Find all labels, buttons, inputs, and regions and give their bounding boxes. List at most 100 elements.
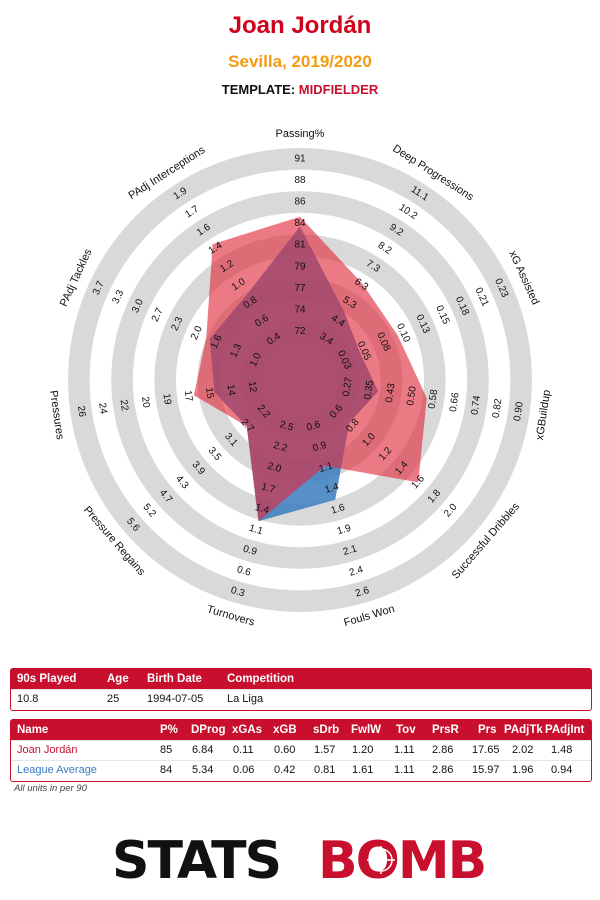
template-label: TEMPLATE: (221, 82, 296, 97)
stats-average-prs: 15.97 (472, 764, 500, 776)
stats-table: Name P% DProg xGAs xGB sDrb FwlW Tov Prs… (10, 719, 592, 782)
stats-average-xgb: 0.42 (274, 764, 296, 776)
info-90s-value: 10.8 (17, 693, 39, 705)
radar-tick-label: 2.0 (266, 461, 283, 476)
template-value: MIDFIELDER (298, 82, 379, 97)
stats-header-fwlw: FwlW (351, 724, 382, 736)
radar-tick-label: 1.1 (318, 461, 335, 476)
radar-tick-label: 2.3 (170, 315, 186, 333)
radar-tick-label: 19 (160, 393, 173, 406)
radar-tick-label: 1.7 (260, 481, 277, 496)
radar-tick-label: 1.9 (336, 523, 353, 538)
info-table-header: 90s Played Age Birth Date Competition (11, 669, 591, 689)
stats-row-average: League Average 84 5.34 0.06 0.42 0.81 1.… (11, 760, 591, 780)
stats-average-padjtk: 1.96 (512, 764, 534, 776)
info-header-age: Age (107, 673, 129, 685)
stats-player-padjint: 1.48 (551, 744, 573, 756)
radar-tick-label: 0.6 (305, 419, 322, 434)
radar-tick-label: 91 (294, 153, 306, 164)
radar-tick-label: 2.5 (278, 419, 295, 434)
stats-player-fwlw: 1.20 (352, 744, 374, 756)
stats-player-xgas: 0.11 (233, 744, 254, 756)
radar-tick-label: 0.82 (491, 398, 505, 419)
stats-average-sdrb: 0.81 (314, 764, 336, 776)
stats-table-header: Name P% DProg xGAs xGB sDrb FwlW Tov Prs… (11, 720, 591, 740)
stats-header-dprog: DProg (191, 724, 226, 736)
radar-tick-label: 1.6 (209, 333, 225, 351)
stats-average-dprog: 5.34 (192, 764, 214, 776)
stats-average-passing: 84 (160, 764, 173, 776)
radar-tick-label: 0.74 (469, 394, 483, 415)
stats-header-padjtk: PAdjTk (504, 724, 543, 736)
stats-average-prsr: 2.86 (432, 764, 454, 776)
stats-player-passing: 85 (160, 744, 173, 756)
logo-crosshair-icon (367, 846, 395, 874)
radar-tick-label: 77 (294, 283, 306, 294)
radar-tick-label: 2.7 (150, 306, 166, 324)
stats-header-sdrb: sDrb (313, 724, 340, 736)
stats-average-tov: 1.11 (394, 764, 415, 776)
stats-player-prs: 17.65 (472, 744, 500, 756)
stats-average-name: League Average (17, 764, 97, 776)
radar-tick-label: 0.58 (427, 388, 441, 409)
stats-header-name: Name (17, 724, 49, 736)
stats-header-xgb: xGB (273, 724, 297, 736)
radar-tick-label: 0.50 (405, 385, 419, 406)
radar-tick-label: 86 (294, 197, 306, 208)
radar-tick-label: 1.6 (330, 502, 347, 517)
radar-axis-label: Passing% (276, 128, 325, 140)
team-season-subtitle: Sevilla, 2019/2020 (228, 52, 372, 71)
radar-tick-label: 79 (294, 261, 306, 272)
stats-row-player: Joan Jordán 85 6.84 0.11 0.60 1.57 1.20 … (11, 740, 591, 760)
radar-tick-label: 0.9 (242, 544, 259, 559)
info-competition-value: La Liga (227, 693, 264, 705)
radar-tick-label: 2.6 (354, 585, 371, 600)
stats-header-prs: Prs (478, 724, 497, 736)
radar-tick-label: 0.3 (229, 585, 246, 600)
statsbomb-logo: STATS BOMB (112, 831, 487, 890)
stats-player-dprog: 6.84 (192, 744, 214, 756)
radar-tick-label: 26 (75, 405, 88, 418)
logo-text-bomb: BOMB (318, 831, 485, 890)
radar-tick-label: 0.90 (512, 401, 526, 422)
radar-tick-label: 81 (294, 240, 306, 251)
radar-tick-label: 74 (294, 305, 306, 316)
radar-tick-label: 3.3 (111, 288, 127, 306)
radar-tick-label: 24 (96, 402, 109, 415)
stats-header-prsr: PrsR (432, 724, 459, 736)
radar-tick-label: 2.0 (189, 324, 205, 342)
radar-tick-label: 84 (294, 218, 306, 229)
radar-tick-label: 0.66 (448, 391, 462, 412)
radar-tick-label: 1.3 (228, 342, 244, 360)
radar-tick-label: 0.43 (384, 382, 398, 403)
info-header-90s: 90s Played (17, 673, 77, 685)
player-name-title: Joan Jordán (228, 12, 372, 39)
info-table-row: 10.8 25 1994-07-05 La Liga (11, 689, 591, 709)
radar-tick-label: 72 (294, 326, 306, 337)
radar-tick-label: 1.0 (248, 351, 264, 369)
stats-average-xgas: 0.06 (233, 764, 255, 776)
info-birth-date-value: 1994-07-05 (147, 693, 204, 705)
stats-player-prsr: 2.86 (432, 744, 454, 756)
stats-player-sdrb: 1.57 (314, 744, 336, 756)
radar-tick-label: 22 (118, 399, 131, 412)
radar-tick-label: 1.1 (248, 523, 265, 538)
radar-tick-label: 3.7 (91, 279, 107, 297)
radar-tick-label: 15 (203, 387, 216, 400)
stats-header-tov: Tov (396, 724, 416, 736)
radar-axis-label: Pressures (47, 390, 66, 441)
units-footnote: All units in per 90 (14, 783, 87, 794)
radar-tick-label: 1.4 (254, 502, 271, 517)
info-header-competition: Competition (227, 673, 295, 685)
logo-text-stats: STATS (112, 831, 280, 890)
radar-tick-label: 1.4 (324, 481, 341, 496)
radar-tick-label: 0.35 (362, 379, 376, 400)
radar-tick-label: 2.2 (272, 440, 289, 455)
stats-average-padjint: 0.94 (551, 764, 573, 776)
radar-axis-label: Turnovers (205, 603, 256, 628)
radar-tick-label: 2.1 (342, 543, 359, 558)
stats-header-xgas: xGAs (232, 724, 263, 736)
radar-tick-label: 12 (246, 381, 259, 394)
radar-axis-label: Fouls Won (342, 603, 396, 629)
stats-player-tov: 1.11 (394, 744, 415, 756)
